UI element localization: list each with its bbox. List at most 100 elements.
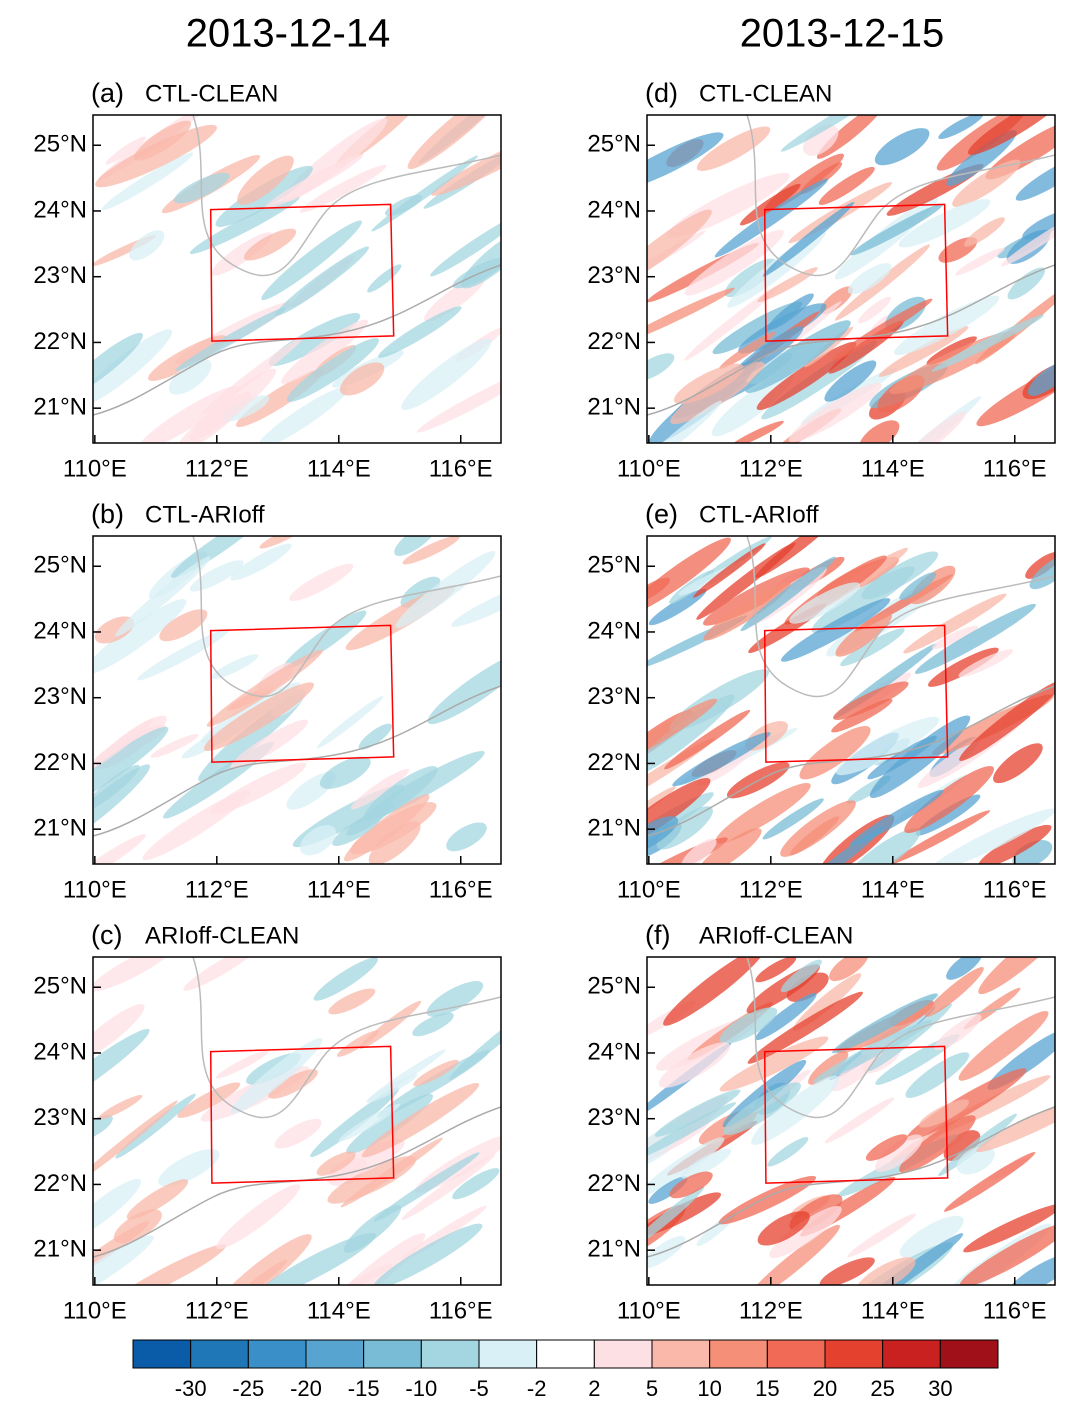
field-streak — [93, 726, 169, 809]
coastline — [93, 1106, 501, 1258]
y-tick-label: 24°N — [587, 1038, 641, 1065]
field-streak — [1025, 551, 1055, 579]
field-streak — [943, 1130, 981, 1161]
x-tick-label: 112°E — [739, 876, 803, 903]
field-streak — [350, 768, 409, 810]
frame — [646, 535, 1056, 865]
field-streak — [964, 217, 1005, 247]
y-tick-label: 25°N — [33, 131, 87, 158]
field-streak — [289, 563, 354, 601]
field-streak — [963, 1203, 1055, 1253]
field-streak — [95, 124, 217, 188]
x-tick-label: 116°E — [983, 455, 1047, 482]
field-streak — [115, 1093, 196, 1159]
field-streak — [413, 1059, 459, 1087]
field-streak — [647, 1137, 725, 1196]
field-streak — [1007, 1252, 1055, 1285]
x-tick-label: 110°E — [617, 455, 681, 482]
field-streak — [126, 1179, 189, 1220]
field-streak — [824, 1097, 895, 1144]
field-streak — [189, 560, 244, 592]
field-streak — [874, 128, 930, 166]
field-streak — [361, 1082, 480, 1158]
field-streak — [137, 628, 230, 681]
field-streak — [905, 1052, 970, 1098]
field — [647, 536, 1055, 864]
y-tick-label: 25°N — [587, 131, 641, 158]
field-streak — [799, 725, 871, 780]
panel-name: ARIoff-CLEAN — [699, 922, 853, 949]
field-streak — [647, 353, 675, 382]
field-streak — [647, 1186, 705, 1249]
field-streak — [711, 371, 794, 437]
field-streak — [93, 957, 178, 992]
field-streak — [340, 362, 385, 396]
y-tick-label: 21°N — [587, 815, 641, 842]
y-tick-label: 25°N — [587, 973, 641, 1000]
x-tick-label: 110°E — [63, 455, 127, 482]
field-streak — [230, 543, 292, 581]
y-tick-label: 22°N — [587, 1170, 641, 1197]
field-streak — [865, 1134, 908, 1161]
coastline — [647, 685, 1055, 837]
field-streak — [647, 777, 711, 848]
field-streak — [203, 682, 314, 752]
field-streak — [747, 991, 863, 1064]
panel-name: CTL-CLEAN — [145, 80, 278, 107]
field-streak — [663, 957, 766, 1026]
boundary — [192, 957, 501, 1119]
field-streak — [328, 988, 376, 1015]
field-streak — [850, 203, 944, 256]
field-streak — [745, 1224, 840, 1285]
field-streak — [316, 696, 384, 749]
field-streak — [237, 155, 294, 205]
field-streak — [648, 588, 707, 626]
field-streak — [216, 1184, 301, 1250]
field-streak — [431, 134, 501, 196]
field-streak — [673, 363, 744, 405]
column-title: 2013-12-15 — [740, 12, 945, 56]
colorbar-label: 25 — [870, 1376, 894, 1400]
colorbar-label: 30 — [928, 1376, 952, 1400]
field-streak — [967, 115, 1055, 155]
field-streak — [899, 1215, 964, 1258]
colorbar-label: -20 — [290, 1376, 322, 1400]
frame — [646, 956, 1056, 1286]
field-streak — [416, 367, 501, 433]
field-streak — [268, 313, 361, 367]
field-streak — [189, 196, 300, 254]
field-streak — [189, 368, 277, 441]
field-streak — [313, 957, 378, 1001]
colorbar-swatch — [132, 1339, 192, 1369]
field-streak — [834, 244, 930, 321]
x-tick-label: 112°E — [739, 1297, 803, 1324]
field-streak — [819, 1257, 875, 1285]
x-tick-label: 112°E — [739, 455, 803, 482]
field-streak — [113, 1209, 162, 1244]
field-streak — [820, 286, 853, 315]
field-streak — [769, 1206, 842, 1259]
field-streak — [105, 136, 146, 165]
frame — [646, 114, 1056, 444]
frame — [92, 535, 502, 865]
field-streak — [310, 1087, 400, 1158]
field-streak — [762, 201, 855, 277]
field-streak — [938, 115, 984, 140]
field — [647, 957, 1055, 1285]
coastline — [647, 264, 1055, 416]
panel-name: CTL-CLEAN — [699, 80, 832, 107]
panel-label: (f) — [645, 920, 670, 950]
field-streak — [714, 178, 829, 258]
field-streak — [129, 230, 165, 261]
boundary — [192, 536, 501, 698]
field-streak — [924, 967, 984, 1017]
field-streak — [101, 152, 194, 211]
field-streak — [93, 1235, 154, 1285]
field-streak — [359, 1000, 422, 1049]
field-streak — [268, 1069, 318, 1099]
y-tick-label: 24°N — [587, 196, 641, 223]
panel-label: (e) — [645, 499, 678, 529]
x-tick-label: 116°E — [429, 455, 493, 482]
field-streak — [955, 247, 1005, 276]
field-streak — [451, 579, 501, 627]
